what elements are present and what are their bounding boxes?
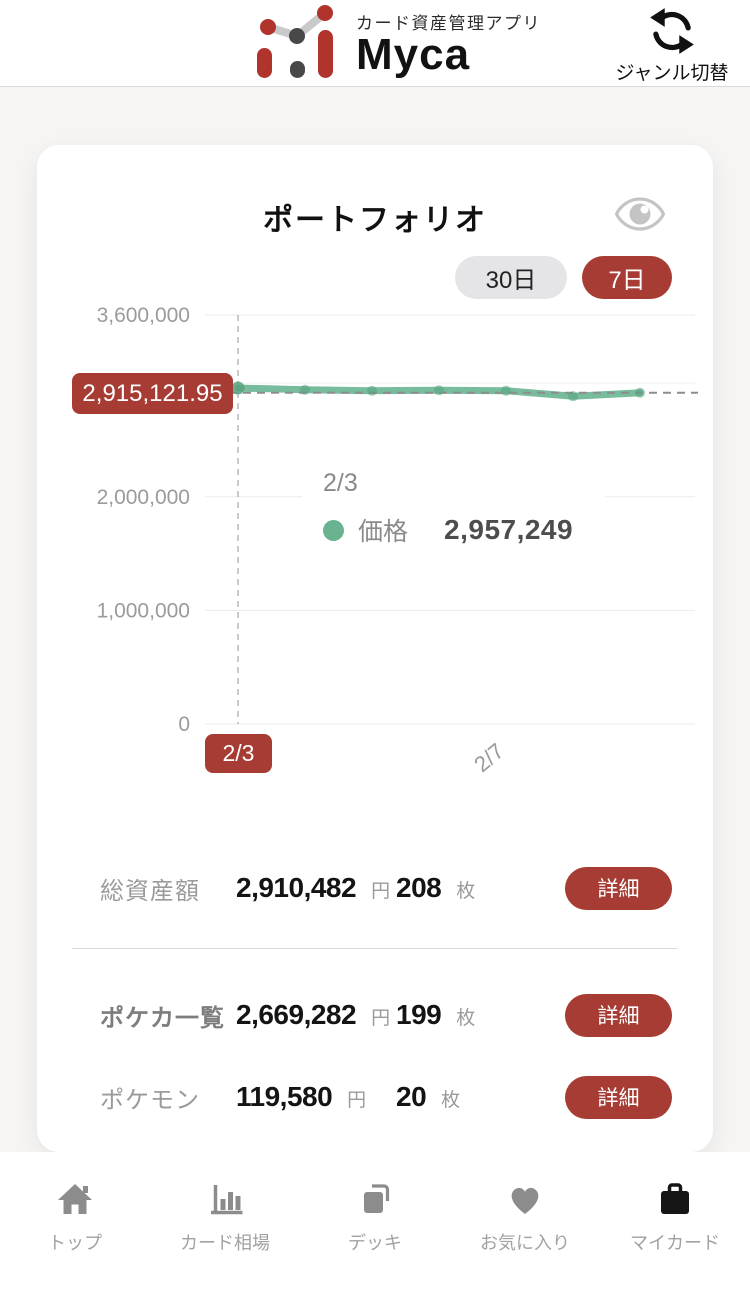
bottom-nav: トップ カード相場 デッキ お気に入り: [0, 1152, 750, 1292]
svg-text:1,000,000: 1,000,000: [97, 599, 190, 622]
nav-item-deck[interactable]: デッキ: [300, 1152, 450, 1292]
portfolio-card: ポートフォリオ 30日 7日 0 1,000,000 2,000,000 3,600,…: [37, 145, 713, 1152]
visibility-eye-icon[interactable]: [615, 197, 665, 231]
row-count: 208: [396, 872, 442, 903]
current-value-chip: 2,915,121.95: [72, 373, 233, 414]
tooltip-date: 2/3: [323, 469, 358, 497]
range-button-30d[interactable]: 30日: [455, 256, 567, 299]
row-count-unit: 枚: [456, 1008, 476, 1029]
summary-row-total: 総資産額 2,910,482 円 208 枚 詳細: [100, 858, 672, 918]
nav-item-my-cards[interactable]: マイカード: [600, 1152, 750, 1292]
detail-button[interactable]: 詳細: [565, 1075, 672, 1119]
divider: [72, 948, 678, 949]
app-logo: カード資産管理アプリ Myca: [250, 5, 541, 81]
row-label: 総資産額: [100, 877, 200, 905]
row-value: 119,580: [236, 1081, 333, 1112]
row-unit: 円: [371, 881, 391, 902]
row-count: 20: [396, 1081, 427, 1112]
svg-text:3,600,000: 3,600,000: [97, 304, 190, 327]
row-count-unit: 枚: [456, 881, 476, 902]
range-button-7d[interactable]: 7日: [582, 256, 672, 299]
row-unit: 円: [371, 1008, 391, 1029]
svg-text:2,000,000: 2,000,000: [97, 486, 190, 509]
row-value: 2,910,482: [236, 872, 357, 903]
logo-text: カード資産管理アプリ Myca: [356, 5, 541, 78]
row-count: 199: [396, 999, 442, 1030]
refresh-icon: [650, 8, 694, 54]
detail-button[interactable]: 詳細: [565, 866, 672, 910]
chart-tooltip: 2/3 価格 2,957,249: [302, 463, 605, 560]
bar-chart-icon: [211, 1185, 243, 1215]
nav-item-card-market[interactable]: カード相場: [150, 1152, 300, 1292]
genre-switch-button[interactable]: ジャンル切替: [602, 4, 742, 85]
nav-item-top[interactable]: トップ: [0, 1152, 150, 1292]
app-name: Myca: [356, 30, 471, 79]
nav-label: マイカード: [630, 1233, 720, 1253]
home-icon: [58, 1184, 92, 1214]
portfolio-chart[interactable]: 0 1,000,000 2,000,000 3,600,000: [37, 295, 713, 735]
nav-label: カード相場: [180, 1233, 270, 1253]
genre-switch-label: ジャンル切替: [615, 63, 729, 84]
x-axis-selected-chip: 2/3: [205, 734, 272, 773]
row-value: 2,669,282: [236, 999, 357, 1030]
svg-text:0: 0: [178, 713, 190, 735]
row-count-unit: 枚: [441, 1090, 461, 1111]
series-dot-icon: [323, 519, 344, 541]
portfolio-title: ポートフォリオ: [263, 204, 487, 237]
app-subtitle: カード資産管理アプリ: [356, 14, 541, 33]
nav-label: トップ: [48, 1233, 102, 1253]
detail-button[interactable]: 詳細: [565, 993, 672, 1037]
summary-row-pokemon: ポケモン 119,580 円 20 枚 詳細: [100, 1067, 672, 1127]
nav-label: デッキ: [348, 1233, 402, 1253]
row-label: ポケカ一覧: [100, 1004, 225, 1032]
row-unit: 円: [347, 1090, 367, 1111]
myca-logo-icon: [257, 5, 333, 78]
tooltip-series-label: 価格: [358, 518, 409, 546]
row-label: ポケモン: [100, 1086, 200, 1114]
tooltip-value: 2,957,249: [444, 514, 574, 545]
app-header: カード資産管理アプリ Myca ジャンル切替: [0, 0, 750, 87]
deck-icon: [364, 1184, 390, 1213]
nav-label: お気に入り: [480, 1233, 570, 1253]
summary-row-pokeca: ポケカ一覧 2,669,282 円 199 枚 詳細: [100, 985, 672, 1045]
x-axis-label: 2/7: [469, 738, 509, 778]
nav-item-favorites[interactable]: お気に入り: [450, 1152, 600, 1292]
heart-icon: [511, 1187, 539, 1214]
briefcase-icon: [661, 1183, 689, 1214]
